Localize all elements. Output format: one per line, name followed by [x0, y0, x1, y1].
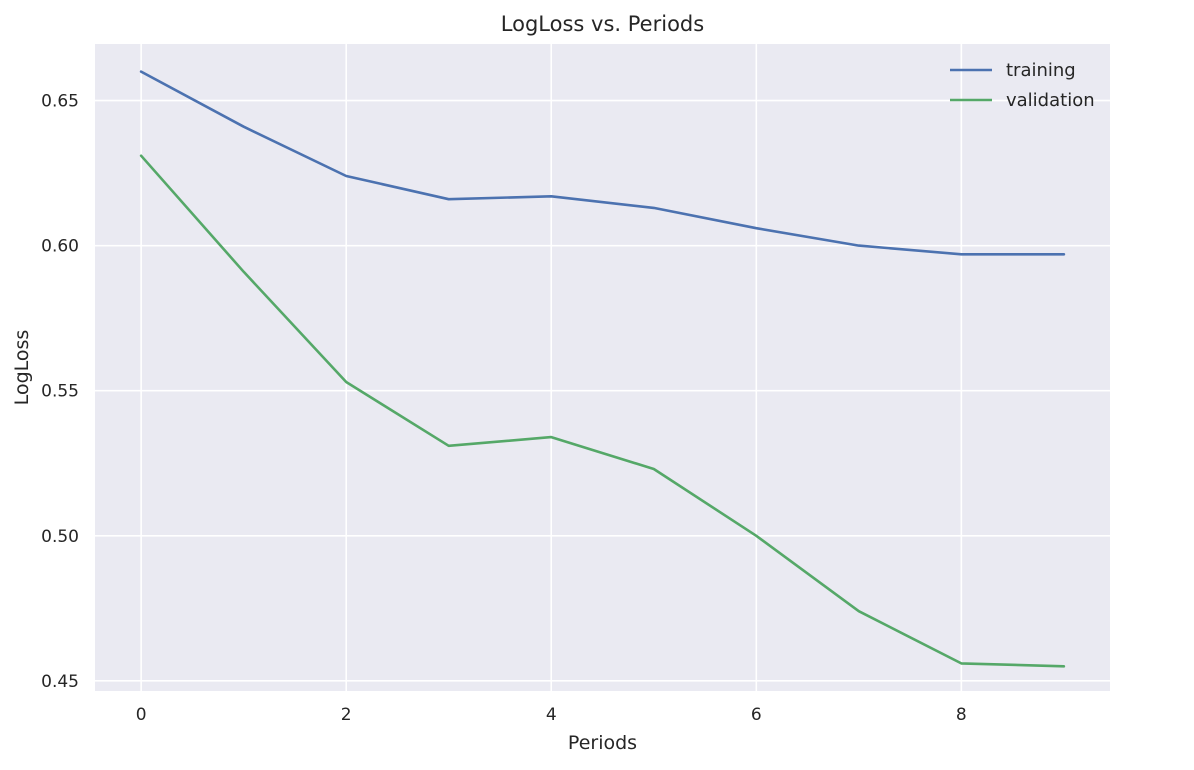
x-tick-label: 2	[341, 705, 352, 725]
series-line-validation	[139, 154, 1066, 668]
y-tick-label: 0.50	[41, 527, 79, 547]
x-tick-label: 6	[751, 705, 762, 725]
grid-lines	[95, 44, 1110, 691]
legend: training validation	[950, 60, 1095, 111]
y-axis-label: LogLoss	[11, 330, 33, 406]
y-tick-label: 0.55	[41, 382, 79, 402]
series-lines	[139, 70, 1066, 668]
x-tick-label: 0	[136, 705, 147, 725]
tick-labels: 0 2 4 6 8 0.45 0.50 0.55 0.60 0.65	[41, 92, 967, 725]
legend-label-validation: validation	[1006, 90, 1095, 111]
y-tick-label: 0.45	[41, 672, 79, 692]
y-tick-label: 0.60	[41, 237, 79, 257]
plot-area	[95, 44, 1110, 691]
series-line-training	[139, 70, 1066, 256]
x-axis-label: Periods	[568, 732, 637, 754]
x-tick-label: 4	[546, 705, 557, 725]
y-tick-label: 0.65	[41, 92, 79, 112]
chart-title: LogLoss vs. Periods	[501, 12, 704, 36]
x-tick-label: 8	[956, 705, 967, 725]
legend-label-training: training	[1006, 60, 1076, 81]
